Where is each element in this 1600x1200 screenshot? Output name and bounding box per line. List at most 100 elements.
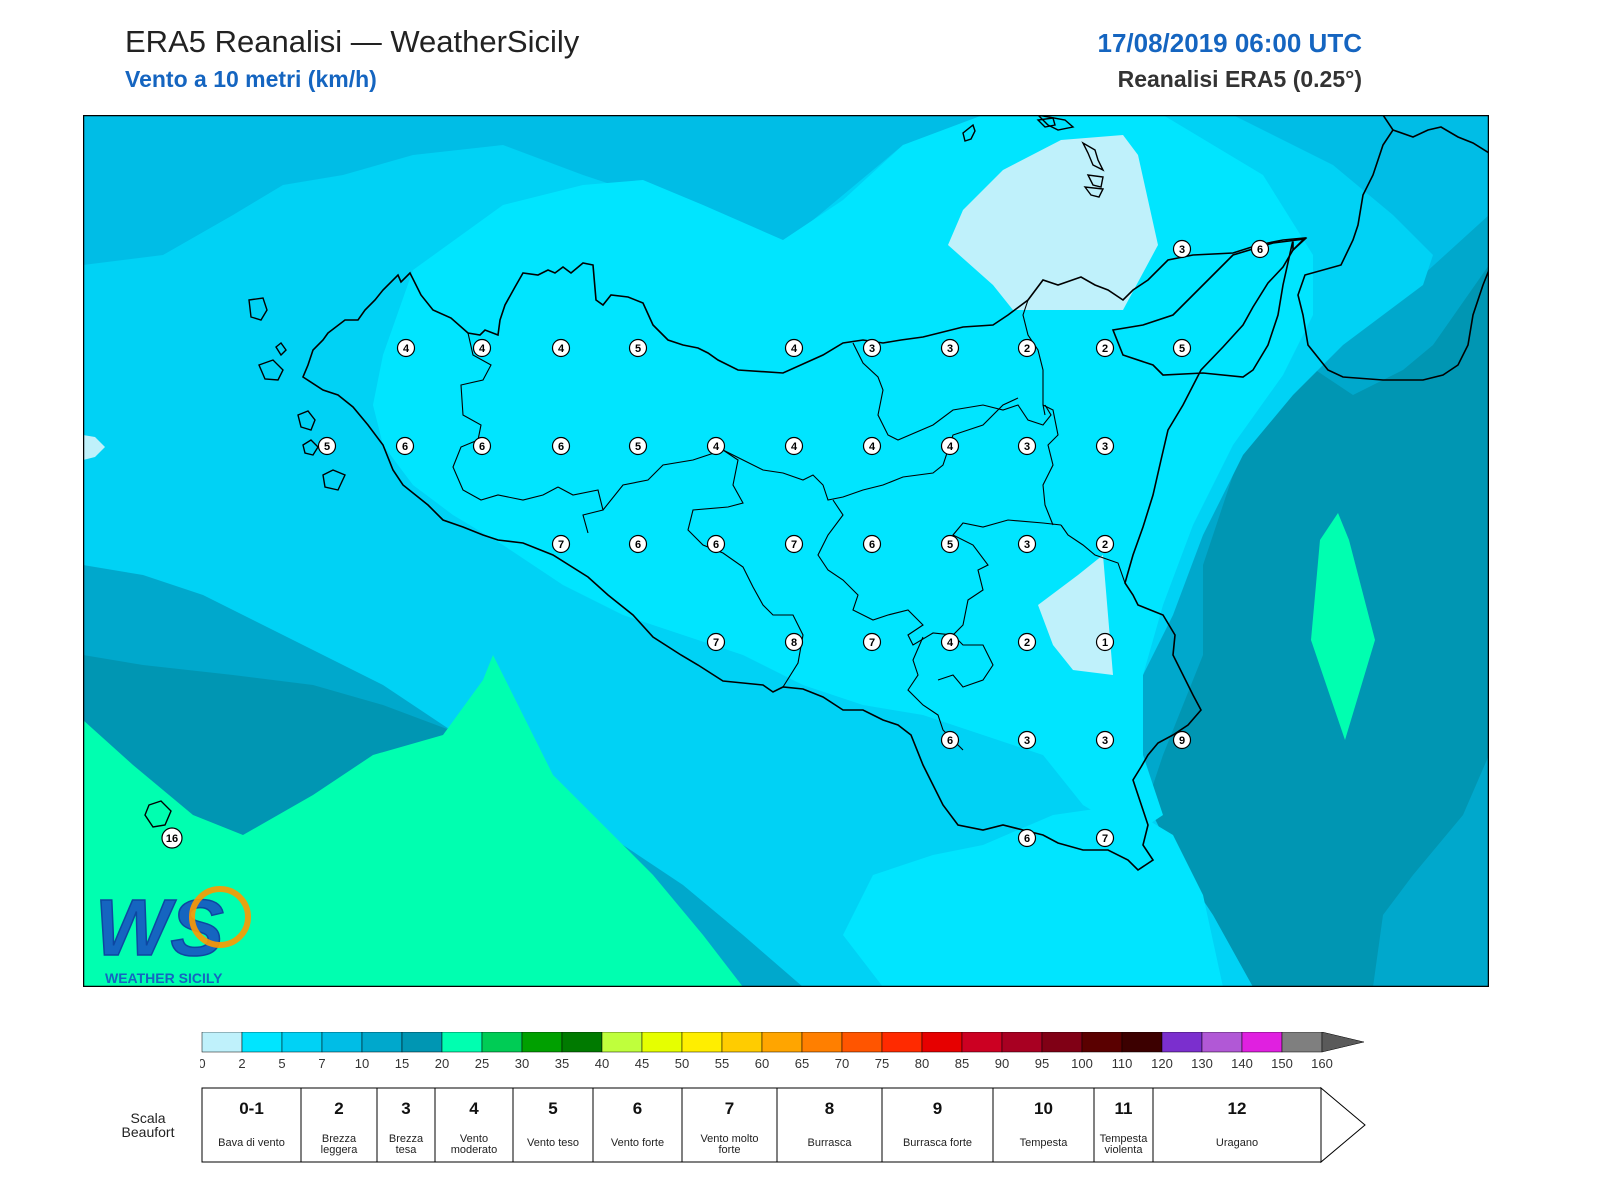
colorbar-tick-label: 0 — [200, 1056, 206, 1071]
wind-station-marker: 2 — [1095, 338, 1115, 358]
colorbar-tick-label: 7 — [318, 1056, 325, 1071]
colorbar-tick-label: 150 — [1271, 1056, 1293, 1071]
wind-station-marker: 4 — [472, 338, 492, 358]
calabria-north-coast — [1392, 126, 1489, 154]
beaufort-class: 10 Tempesta — [992, 1087, 1095, 1163]
beaufort-number: 6 — [633, 1099, 642, 1118]
beaufort-number: 5 — [548, 1099, 557, 1118]
beaufort-description: Bava di vento — [218, 1137, 285, 1149]
colorbar-swatch — [1201, 1032, 1243, 1053]
wind-station-marker: 16 — [161, 827, 183, 849]
wind-station-marker: 6 — [940, 730, 960, 750]
colorbar-tick-label: 2 — [238, 1056, 245, 1071]
wind-station-marker: 3 — [1017, 534, 1037, 554]
wind-station-value: 4 — [947, 441, 954, 453]
wind-station-value: 7 — [869, 637, 875, 649]
wind-station-marker: 7 — [784, 534, 804, 554]
wind-station-marker: 3 — [1172, 239, 1192, 259]
wind-station-value: 16 — [166, 833, 178, 845]
wind-station-value: 5 — [324, 441, 330, 453]
wind-station-marker: 3 — [940, 338, 960, 358]
colorbar-swatch — [921, 1032, 963, 1053]
wind-station-value: 5 — [1179, 343, 1185, 355]
wind-station-marker: 2 — [1017, 338, 1037, 358]
wind-station-value: 4 — [791, 441, 798, 453]
beaufort-class: 6 Vento forte — [592, 1087, 683, 1163]
colorbar-tick-label: 45 — [635, 1056, 649, 1071]
beaufort-number: 12 — [1228, 1099, 1247, 1118]
colorbar-swatch — [761, 1032, 803, 1053]
wind-station-marker: 4 — [784, 338, 804, 358]
wind-band-0-2-west — [83, 435, 105, 460]
colorbar-tick-label: 100 — [1071, 1056, 1093, 1071]
wind-band-0-2-etna — [1038, 555, 1113, 675]
wind-station-value: 4 — [791, 343, 798, 355]
colorbar-extend-arrow — [1321, 1032, 1365, 1053]
colorbar-tick-label: 110 — [1112, 1056, 1133, 1071]
wind-station-value: 3 — [1102, 441, 1108, 453]
beaufort-number: 3 — [401, 1099, 410, 1118]
wind-band-2-5-south — [843, 805, 1223, 987]
wind-station-value: 3 — [947, 343, 953, 355]
wind-station-value: 7 — [558, 539, 564, 551]
colorbar-tick-label: 160 — [1311, 1056, 1333, 1071]
beaufort-description: Tempesta violenta — [1100, 1133, 1149, 1156]
wind-station-value: 6 — [1024, 833, 1030, 845]
colorbar-tick-label: 70 — [835, 1056, 849, 1071]
colorbar-tick-label: 60 — [755, 1056, 769, 1071]
wind-station-value: 6 — [1257, 244, 1263, 256]
wind-station-marker: 4 — [862, 436, 882, 456]
beaufort-description: Brezza leggera — [321, 1133, 359, 1156]
wind-station-value: 6 — [635, 539, 641, 551]
weather-sicily-logo: WS WEATHER SICILY — [94, 882, 251, 986]
wind-station-value: 7 — [791, 539, 797, 551]
wind-station-marker: 7 — [706, 632, 726, 652]
beaufort-class: 3 Brezza tesa — [376, 1087, 436, 1163]
wind-station-value: 4 — [869, 441, 876, 453]
wind-station-marker: 2 — [1017, 632, 1037, 652]
wind-station-value: 2 — [1102, 539, 1108, 551]
wind-station-value: 2 — [1024, 637, 1030, 649]
colorbar-swatch — [1241, 1032, 1283, 1053]
logo-letters: WS — [95, 883, 224, 972]
beaufort-number: 0-1 — [239, 1099, 264, 1118]
wind-station-value: 3 — [1024, 441, 1030, 453]
colorbar-tick-label: 5 — [278, 1056, 285, 1071]
colorbar-swatch — [601, 1032, 643, 1053]
wind-station-value: 6 — [947, 735, 953, 747]
beaufort-number: 7 — [725, 1099, 734, 1118]
wind-band-0-2-north — [948, 135, 1158, 310]
wind-station-value: 6 — [869, 539, 875, 551]
beaufort-extend-arrow — [1320, 1086, 1366, 1164]
colorbar-swatch — [841, 1032, 883, 1053]
colorbar-swatch — [641, 1032, 683, 1053]
wind-station-marker: 5 — [628, 338, 648, 358]
wind-station-marker: 6 — [706, 534, 726, 554]
colorbar-swatch — [281, 1032, 323, 1053]
beaufort-description: Vento teso — [527, 1137, 579, 1149]
map-subtitle: Vento a 10 metri (km/h) — [125, 66, 377, 92]
colorbar-swatch — [1001, 1032, 1043, 1053]
wind-station-value: 5 — [635, 441, 641, 453]
wind-station-value: 4 — [479, 343, 486, 355]
wind-station-marker: 3 — [862, 338, 882, 358]
colorbar-swatch — [441, 1032, 483, 1053]
wind-station-marker: 5 — [317, 436, 337, 456]
colorbar-tick-label: 140 — [1231, 1056, 1253, 1071]
wind-station-marker: 6 — [628, 534, 648, 554]
colorbar-swatch — [1121, 1032, 1163, 1053]
wind-station-value: 6 — [713, 539, 719, 551]
beaufort-class: 0-1 Bava di vento — [201, 1087, 302, 1163]
wind-band-7-10-east — [1373, 755, 1489, 987]
wind-station-marker: 1 — [1095, 632, 1115, 652]
wind-station-marker: 4 — [706, 436, 726, 456]
wind-station-value: 3 — [869, 343, 875, 355]
logo-sun-icon — [189, 886, 251, 948]
beaufort-description: Uragano — [1216, 1137, 1258, 1149]
colorbar-tick-label: 40 — [595, 1056, 609, 1071]
beaufort-description: Vento forte — [611, 1137, 664, 1149]
map-title: ERA5 Reanalisi — WeatherSicily — [125, 24, 580, 59]
valid-datetime: 17/08/2019 06:00 UTC — [1097, 28, 1362, 58]
colorbar-tick-label: 35 — [555, 1056, 569, 1071]
data-source: Reanalisi ERA5 (0.25°) — [1117, 66, 1362, 92]
